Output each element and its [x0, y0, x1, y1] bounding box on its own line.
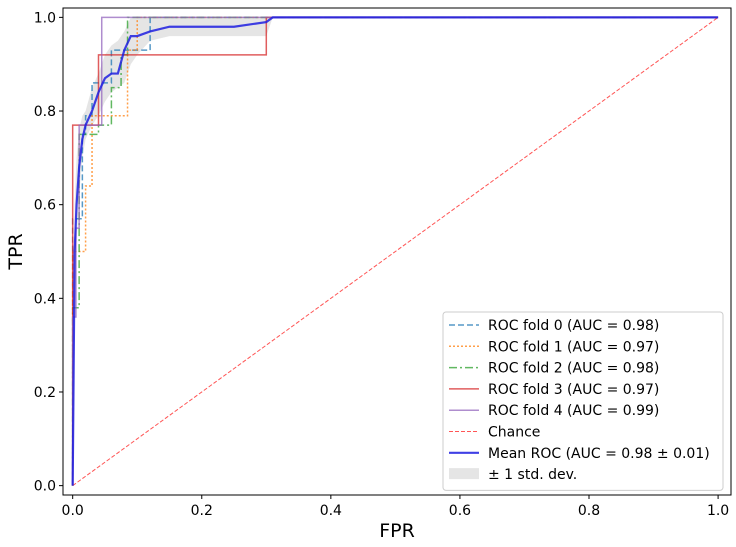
x-tick-label: 0.2 — [191, 503, 213, 519]
y-ticks: 0.0 0.2 0.4 0.6 0.8 1.0 — [34, 10, 63, 494]
legend-label-1: ROC fold 1 (AUC = 0.97) — [488, 339, 659, 355]
x-ticks: 0.0 0.2 0.4 0.6 0.8 1.0 — [62, 495, 730, 519]
x-tick-label: 0.0 — [62, 503, 84, 519]
y-tick-label: 0.0 — [34, 479, 56, 495]
y-tick-label: 0.4 — [34, 291, 56, 307]
x-axis-label: FPR — [379, 520, 415, 542]
x-tick-label: 0.8 — [578, 503, 600, 519]
y-tick-label: 0.8 — [34, 104, 56, 120]
x-tick-label: 1.0 — [707, 503, 729, 519]
y-tick-label: 1.0 — [34, 10, 56, 26]
y-tick-label: 0.2 — [34, 385, 56, 401]
y-axis-label: TPR — [5, 233, 27, 270]
legend-label-0: ROC fold 0 (AUC = 0.98) — [488, 318, 659, 334]
y-tick-label: 0.6 — [34, 198, 56, 214]
x-tick-label: 0.4 — [320, 503, 342, 519]
legend: ROC fold 0 (AUC = 0.98) ROC fold 1 (AUC =… — [443, 312, 723, 490]
x-tick-label: 0.6 — [449, 503, 471, 519]
legend-label-2: ROC fold 2 (AUC = 0.98) — [488, 361, 659, 377]
legend-label-4: ROC fold 4 (AUC = 0.99) — [488, 403, 659, 419]
legend-label-6: Mean ROC (AUC = 0.98 ± 0.01) — [488, 446, 710, 462]
legend-label-band: ± 1 std. dev. — [488, 467, 577, 483]
legend-label-3: ROC fold 3 (AUC = 0.97) — [488, 382, 659, 398]
legend-label-5: Chance — [488, 425, 540, 441]
legend-swatch-band — [449, 468, 479, 479]
